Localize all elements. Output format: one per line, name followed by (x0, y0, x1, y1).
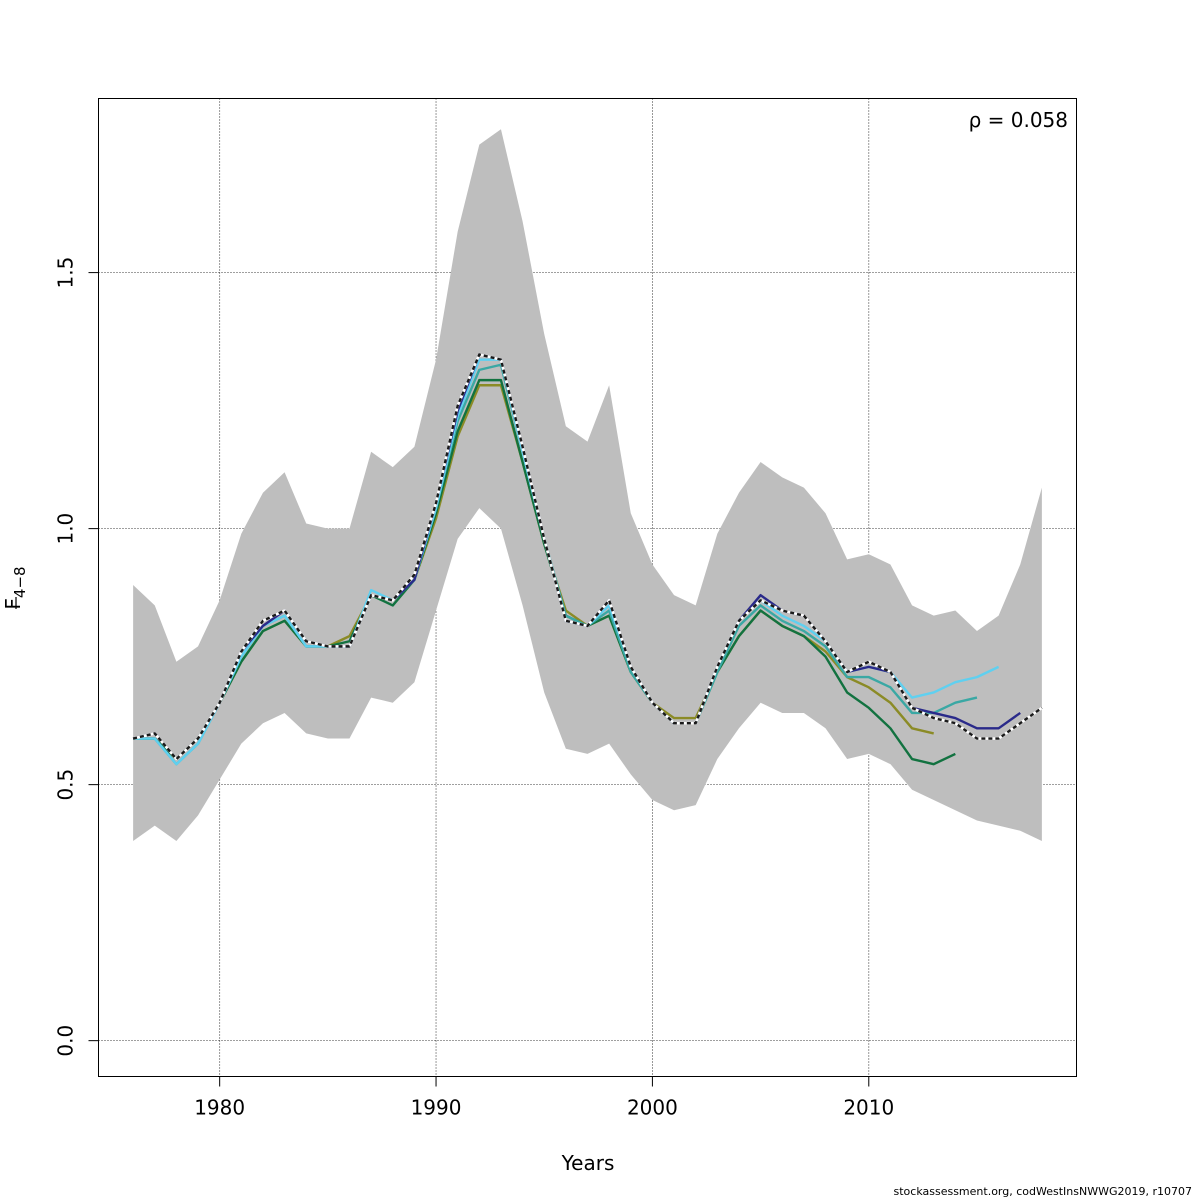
plot-frame (98, 98, 1077, 1077)
x-tick-label-1: 1990 (411, 1096, 462, 1120)
y-tick-label-0: 0.0 (54, 1025, 78, 1057)
x-tick-label-0: 1980 (194, 1096, 245, 1120)
series-lines-group (132, 353, 1043, 766)
y-axis-title-main: F (1, 598, 25, 610)
y-tick-label-2: 1.0 (54, 513, 78, 545)
footer-credit: stockassessment.org, codWestInsNWWG2019,… (893, 1185, 1193, 1198)
x-tick-label-3: 2010 (843, 1096, 894, 1120)
confidence-band (133, 129, 1042, 841)
series-line-5 (132, 353, 1043, 761)
x-tick-label-2: 2000 (627, 1096, 678, 1120)
rho-annotation: ρ = 0.058 (969, 108, 1068, 132)
y-axis-ticks: 0.0 0.5 1.0 1.5 (54, 257, 99, 1057)
y-axis-title-subscript: 4−8 (11, 566, 29, 598)
series-line-1 (133, 378, 956, 766)
x-axis-title: Years (561, 1151, 615, 1175)
y-axis-title: F4−8 (1, 566, 29, 609)
y-tick-label-3: 1.5 (54, 257, 78, 289)
svg-text:F4−8: F4−8 (1, 566, 29, 609)
y-tick-label-1: 0.5 (54, 769, 78, 801)
x-axis-ticks: 1980 1990 2000 2010 (194, 1076, 894, 1120)
confidence-band-group (133, 129, 1042, 841)
